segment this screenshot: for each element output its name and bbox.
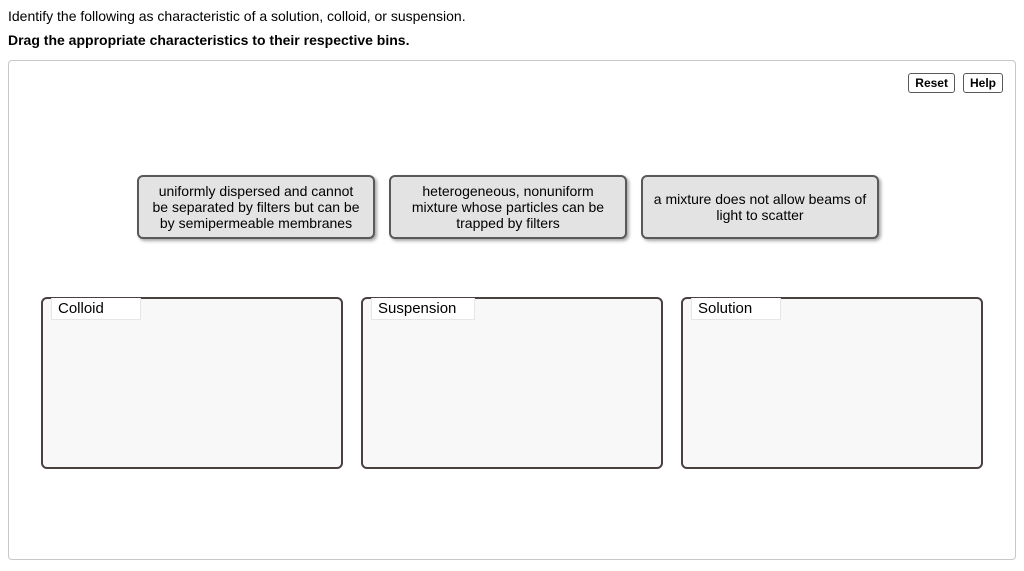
bin-label-solution: Solution [691,298,781,320]
instruction-bold: Drag the appropriate characteristics to … [8,32,1016,48]
bin-suspension[interactable]: Suspension [361,297,663,469]
bins-row: Colloid Suspension Solution [41,297,983,469]
bin-solution[interactable]: Solution [681,297,983,469]
bin-label-colloid: Colloid [51,298,141,320]
draggable-card-1[interactable]: uniformly dispersed and cannot be separa… [137,175,375,239]
top-button-row: Reset Help [908,73,1003,93]
page: Identify the following as characteristic… [0,0,1024,560]
reset-button[interactable]: Reset [908,73,955,93]
bin-label-suspension: Suspension [371,298,475,320]
work-area: Reset Help uniformly dispersed and canno… [8,60,1016,560]
instruction-text: Identify the following as characteristic… [8,8,1016,24]
bin-colloid[interactable]: Colloid [41,297,343,469]
draggable-card-2[interactable]: heterogeneous, nonuniform mixture whose … [389,175,627,239]
draggable-card-3[interactable]: a mixture does not allow beams of light … [641,175,879,239]
help-button[interactable]: Help [963,73,1003,93]
draggable-cards-row: uniformly dispersed and cannot be separa… [137,175,887,239]
